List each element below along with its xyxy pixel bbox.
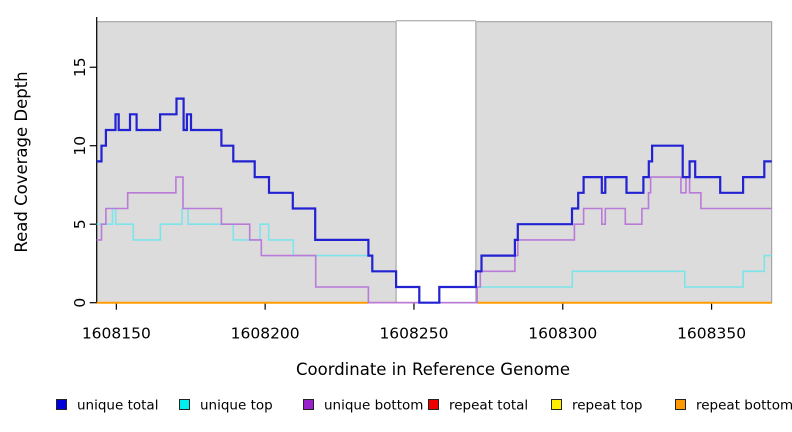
legend-label: repeat bottom — [696, 398, 792, 414]
y-axis-title: Read Coverage Depth — [12, 71, 31, 252]
legend-item-unique-total: unique total — [56, 398, 158, 414]
series-layer — [96, 97, 772, 304]
x-tick-label: 1608300 — [528, 325, 597, 343]
x-tick-label: 1608350 — [677, 325, 746, 343]
legend-layer: unique total unique top unique bottom repea… — [56, 398, 792, 414]
legend-label: repeat total — [449, 398, 528, 414]
shade-region-right — [475, 21, 773, 304]
x-axis-title: Coordinate in Reference Genome — [296, 360, 570, 379]
legend-swatch-unique-bottom — [303, 399, 314, 410]
legend-swatch-repeat-top — [551, 399, 562, 410]
series-unique-total-line — [96, 97, 772, 304]
y-tick-label: 10 — [71, 136, 89, 156]
legend-label: unique total — [77, 398, 158, 414]
legend-label: unique top — [200, 398, 273, 414]
legend-item-repeat-top: repeat top — [551, 398, 642, 414]
x-tick-label: 1608200 — [231, 325, 300, 343]
axes-layer: 0 5 10 15 1608150 1608200 1608250 1608300 160835… — [71, 17, 772, 343]
y-tick-label: 15 — [71, 57, 89, 77]
legend-swatch-unique-total — [56, 399, 67, 410]
y-tick-label: 5 — [71, 219, 89, 229]
shade-layer — [96, 20, 773, 304]
legend-item-repeat-total: repeat total — [428, 398, 528, 414]
legend-label: unique bottom — [324, 398, 423, 414]
legend-swatch-unique-top — [179, 399, 190, 410]
legend-item-unique-bottom: unique bottom — [303, 398, 423, 414]
x-tick-label: 1608150 — [82, 325, 151, 343]
legend-swatch-repeat-total — [428, 399, 439, 410]
x-tick-label: 1608250 — [379, 325, 448, 343]
legend-item-unique-top: unique top — [179, 398, 273, 414]
legend-swatch-repeat-bottom — [675, 399, 686, 410]
series-unique-bottom-line — [96, 176, 772, 304]
legend-label: repeat top — [572, 398, 642, 414]
y-tick-label: 0 — [71, 298, 89, 308]
legend-item-repeat-bottom: repeat bottom — [675, 398, 792, 414]
series-unique-top-line — [96, 207, 772, 304]
